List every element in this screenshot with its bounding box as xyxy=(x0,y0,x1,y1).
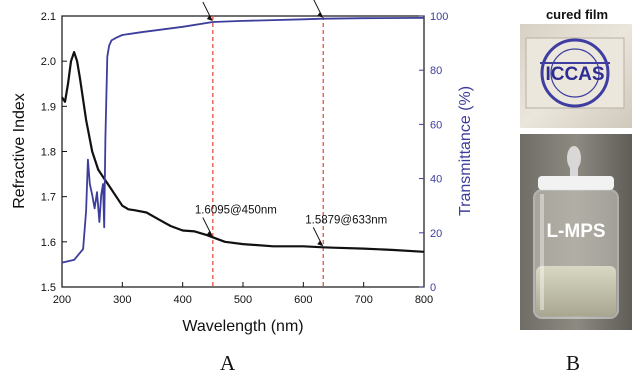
annotation-label: 1.6095@450nm xyxy=(195,205,277,217)
y-left-tick-label: 1.7 xyxy=(41,192,56,204)
annotation-label: 1.5879@633nm xyxy=(305,214,387,226)
x-tick-label: 300 xyxy=(113,294,131,306)
chart: 200 300 400 500 600 700 800 1.51.61.71.81.92.0… xyxy=(11,0,474,335)
y-right-ticks: 0 20 40 60 80 100 xyxy=(419,11,448,294)
iccas-seal xyxy=(540,38,610,108)
y-left-tick-label: 2.1 xyxy=(41,11,56,23)
plot-frame xyxy=(61,15,425,288)
x-tick-label: 600 xyxy=(294,294,312,306)
y-left-tick-label: 1.8 xyxy=(41,147,56,159)
l-mps-jar-photo: L-MPS xyxy=(520,134,632,330)
x-ticks: 200 300 400 500 600 700 800 xyxy=(53,282,433,306)
refractive-index-line xyxy=(61,50,425,253)
series-layer xyxy=(61,17,425,264)
y-left-tick-label: 1.9 xyxy=(41,101,56,113)
annotation-arrowhead xyxy=(206,14,213,21)
annotation-label: 97.8%@450nm xyxy=(195,0,274,1)
y-left-tick-label: 2.0 xyxy=(41,56,56,68)
x-tick-label: 800 xyxy=(415,294,433,306)
y-right-axis-label: Transmittance (%) xyxy=(457,86,474,216)
y-left-ticks: 1.5 1.6 1.7 1.8 1.9 2.0 2.1 xyxy=(41,11,67,294)
y-right-tick-label: 100 xyxy=(430,11,448,23)
annotation-arrowhead xyxy=(317,240,324,247)
y-left-axis-label: Refractive Index xyxy=(11,93,28,209)
iccas-logo-text: ICCAS xyxy=(545,64,604,85)
y-right-tick-label: 20 xyxy=(430,228,442,240)
y-left-tick-label: 1.6 xyxy=(41,237,56,249)
y-right-tick-label: 0 xyxy=(430,282,436,294)
y-right-tick-label: 60 xyxy=(430,119,442,131)
y-right-tick-label: 80 xyxy=(430,65,442,77)
panel-label-a: A xyxy=(220,351,236,375)
x-tick-label: 500 xyxy=(234,294,252,306)
film-caption: cured film xyxy=(545,7,609,22)
y-left-tick-label: 1.5 xyxy=(41,282,56,294)
cured-film-photo: ICCAS xyxy=(520,24,632,128)
x-tick-label: 700 xyxy=(354,294,372,306)
transmittance-line xyxy=(61,17,425,264)
annotation-arrowhead xyxy=(206,230,213,237)
x-axis-label: Wavelength (nm) xyxy=(182,318,303,335)
y-right-tick-label: 40 xyxy=(430,174,442,186)
x-tick-label: 400 xyxy=(173,294,191,306)
vertical-markers xyxy=(212,16,324,287)
panel-label-b: B xyxy=(566,351,581,375)
x-tick-label: 200 xyxy=(53,294,71,306)
jar-label: L-MPS xyxy=(546,221,605,242)
annotations: 97.8%@450nm99.0%@633nm1.6095@450nm1.5879… xyxy=(195,0,387,247)
annotation-arrowhead xyxy=(317,11,324,18)
